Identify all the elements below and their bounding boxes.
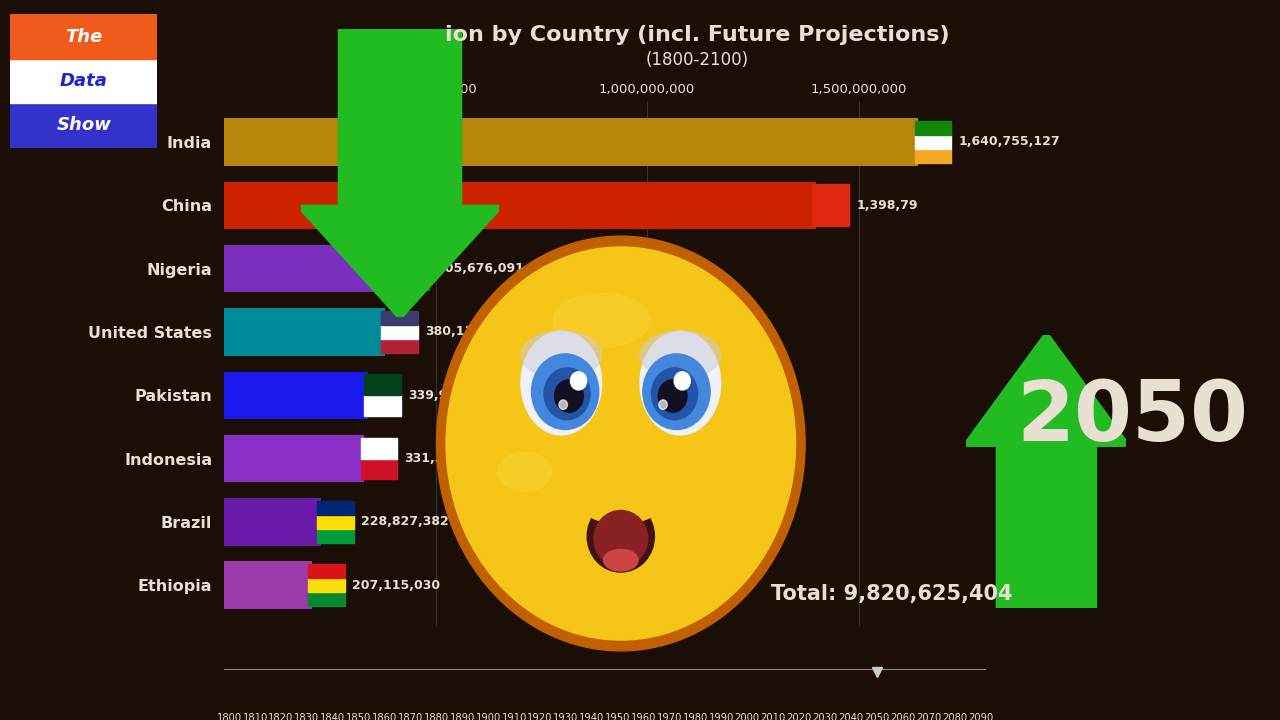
Bar [317,501,353,515]
Circle shape [559,400,567,410]
Bar [361,459,397,480]
Bar [224,118,918,166]
Bar [381,325,417,339]
Text: The: The [65,27,102,45]
Text: (1800-2100): (1800-2100) [646,50,749,68]
Text: Show: Show [56,117,111,135]
Ellipse shape [640,331,721,379]
Circle shape [658,380,687,412]
Bar [10,103,157,148]
Circle shape [652,368,698,420]
Bar [381,339,417,353]
Ellipse shape [521,331,602,435]
Circle shape [445,247,796,640]
Polygon shape [301,29,499,317]
Text: Data: Data [60,72,108,90]
Circle shape [571,372,586,390]
Ellipse shape [604,549,637,571]
Bar [317,515,353,529]
Bar [224,435,365,482]
Bar [308,593,344,606]
Bar [813,205,849,226]
Circle shape [544,368,590,420]
Polygon shape [966,335,1126,608]
Bar [224,372,367,419]
Bar [365,395,401,416]
Circle shape [659,400,667,410]
Bar [224,562,311,609]
Ellipse shape [584,493,658,523]
Bar [224,181,815,229]
Bar [361,438,397,459]
Ellipse shape [594,510,648,567]
Text: 331,391,354: 331,391,354 [404,452,493,465]
Bar [915,121,951,135]
Bar [392,261,429,276]
Ellipse shape [640,331,721,435]
Bar [10,59,157,103]
Text: 339,927,932: 339,927,932 [408,389,495,402]
Bar [392,248,429,261]
Circle shape [675,372,690,390]
Bar [915,135,951,149]
Bar [308,578,344,593]
Circle shape [554,380,584,412]
Bar [224,308,385,356]
Circle shape [531,354,599,429]
Text: 2050: 2050 [1016,377,1249,458]
Bar [915,149,951,163]
Text: 1,640,755,127: 1,640,755,127 [959,135,1060,148]
Circle shape [643,354,710,429]
Text: 405,676,091: 405,676,091 [436,262,524,275]
Bar [392,276,429,289]
Bar [308,564,344,578]
Bar [813,184,849,205]
Ellipse shape [498,452,552,491]
Bar [365,374,401,395]
Bar [381,311,417,325]
Ellipse shape [521,331,602,379]
Ellipse shape [553,294,649,348]
Circle shape [436,236,805,651]
Bar [317,529,353,543]
Text: ion by Country (incl. Future Projections): ion by Country (incl. Future Projections… [445,24,950,45]
Text: 207,115,030: 207,115,030 [352,579,440,592]
Bar [224,245,396,292]
Text: 228,827,382: 228,827,382 [361,516,449,528]
Text: 1,398,79: 1,398,79 [856,199,918,212]
Bar [224,498,321,546]
Text: Total: 9,820,625,404: Total: 9,820,625,404 [771,584,1012,604]
Ellipse shape [588,501,654,572]
Bar [10,14,157,59]
Text: 380,112,652: 380,112,652 [425,325,513,338]
